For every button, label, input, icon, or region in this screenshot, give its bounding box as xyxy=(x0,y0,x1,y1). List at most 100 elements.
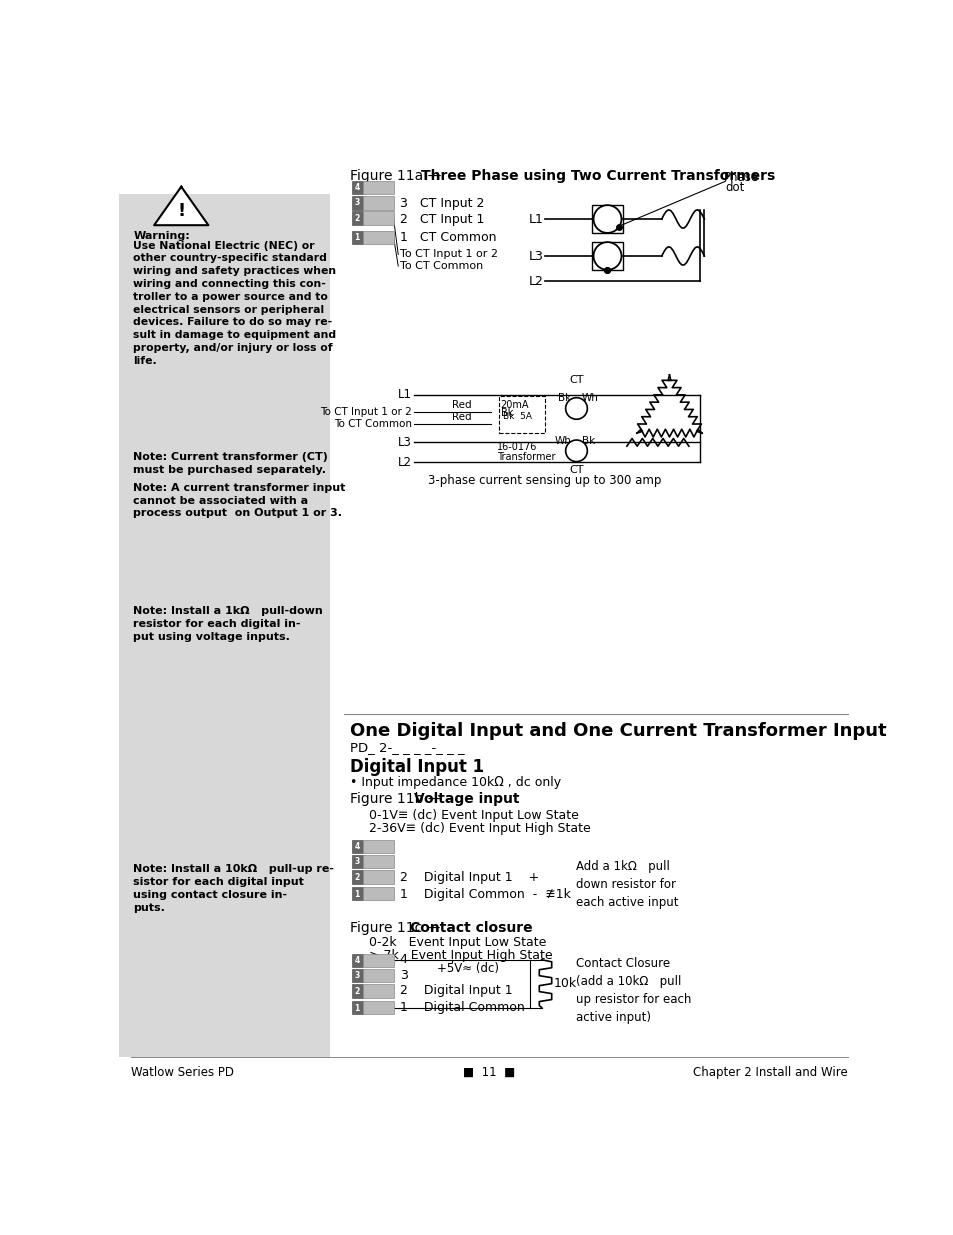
Bar xyxy=(352,871,362,883)
Text: Digital Input 1: Digital Input 1 xyxy=(350,758,484,776)
Bar xyxy=(352,855,362,868)
Text: 1   CT Common: 1 CT Common xyxy=(399,231,496,245)
Text: Bk: Bk xyxy=(581,436,595,446)
Text: 1    Digital Common: 1 Digital Common xyxy=(399,1002,524,1014)
Text: To CT Common: To CT Common xyxy=(399,261,482,270)
Text: ■  11  ■: ■ 11 ■ xyxy=(462,1066,515,1078)
Text: To CT Input 1 or 2: To CT Input 1 or 2 xyxy=(399,249,497,259)
Text: Note: Current transformer (CT)
must be purchased separately.: Note: Current transformer (CT) must be p… xyxy=(133,452,328,474)
Text: Figure 11c —: Figure 11c — xyxy=(350,920,444,935)
Text: L3: L3 xyxy=(529,249,543,263)
Text: 4: 4 xyxy=(355,956,359,965)
Bar xyxy=(352,180,362,194)
Text: One Digital Input and One Current Transformer Input: One Digital Input and One Current Transf… xyxy=(350,721,886,740)
Text: 3: 3 xyxy=(399,968,407,982)
Text: 2   CT Input 1: 2 CT Input 1 xyxy=(399,212,484,226)
Text: Wh: Wh xyxy=(581,394,598,404)
Text: Voltage input: Voltage input xyxy=(414,792,518,806)
Text: dot: dot xyxy=(724,180,744,194)
Circle shape xyxy=(565,398,587,419)
Text: 2: 2 xyxy=(355,873,359,882)
Text: 4: 4 xyxy=(355,183,359,191)
Text: • Input impedance 10kΩ , dc only: • Input impedance 10kΩ , dc only xyxy=(350,776,560,789)
Text: CT: CT xyxy=(569,375,583,385)
Bar xyxy=(362,888,394,900)
Text: Red: Red xyxy=(452,400,472,410)
Text: L2: L2 xyxy=(529,275,543,288)
Text: L1: L1 xyxy=(397,388,412,401)
Bar xyxy=(352,984,362,998)
Text: To CT Common: To CT Common xyxy=(334,419,412,429)
Bar xyxy=(362,180,394,194)
Text: Note: A current transformer input
cannot be associated with a
process output  on: Note: A current transformer input cannot… xyxy=(133,483,345,517)
Text: Transformer: Transformer xyxy=(497,452,556,462)
Circle shape xyxy=(565,440,587,462)
Text: 3: 3 xyxy=(355,972,359,981)
Bar xyxy=(498,396,545,433)
Text: Three Phase using Two Current Transformers: Three Phase using Two Current Transforme… xyxy=(421,169,775,183)
Text: 3: 3 xyxy=(355,199,359,207)
Text: Add a 1kΩ   pull
down resistor for
each active input: Add a 1kΩ pull down resistor for each ac… xyxy=(576,861,679,909)
Bar xyxy=(362,953,394,967)
Bar xyxy=(362,855,394,868)
Text: !: ! xyxy=(177,203,185,220)
Text: 3: 3 xyxy=(355,857,359,867)
Bar xyxy=(362,196,394,210)
Bar xyxy=(362,984,394,998)
Text: 2-36V≡ (dc) Event Input High State: 2-36V≡ (dc) Event Input High State xyxy=(369,823,590,835)
Text: 20mA: 20mA xyxy=(500,400,529,410)
Text: 0-2k   Event Input Low State: 0-2k Event Input Low State xyxy=(369,936,546,948)
Text: Watlow Series PD: Watlow Series PD xyxy=(131,1066,233,1078)
Text: Bk: Bk xyxy=(500,408,513,419)
Text: 2: 2 xyxy=(355,987,359,995)
Text: Bk: Bk xyxy=(558,394,571,404)
Text: Chapter 2 Install and Wire: Chapter 2 Install and Wire xyxy=(692,1066,847,1078)
Circle shape xyxy=(593,242,620,270)
Bar xyxy=(362,1002,394,1014)
Text: Phase: Phase xyxy=(723,172,758,184)
Text: 1: 1 xyxy=(355,890,359,899)
Bar xyxy=(352,196,362,210)
Text: Figure 11b —: Figure 11b — xyxy=(350,792,446,806)
Circle shape xyxy=(593,205,620,233)
Text: Use National Electric (NEC) or
other country-specific standard
wiring and safety: Use National Electric (NEC) or other cou… xyxy=(133,241,336,366)
Bar xyxy=(592,205,622,233)
Text: 1: 1 xyxy=(355,1004,359,1013)
Text: 2    Digital Input 1    +: 2 Digital Input 1 + xyxy=(399,871,538,884)
Bar xyxy=(592,242,622,270)
Bar xyxy=(352,231,362,245)
Text: Bk  5A: Bk 5A xyxy=(502,411,532,421)
Bar xyxy=(352,840,362,852)
Bar xyxy=(362,871,394,883)
Text: PD_ 2-_ _ _ _-_ _ _: PD_ 2-_ _ _ _-_ _ _ xyxy=(350,741,464,755)
Bar xyxy=(362,840,394,852)
Bar xyxy=(352,888,362,900)
Text: Wh: Wh xyxy=(554,436,571,446)
Text: CT: CT xyxy=(569,464,583,474)
Text: > 7k   Event Input High State: > 7k Event Input High State xyxy=(369,948,552,962)
Polygon shape xyxy=(154,186,208,225)
Text: 10k: 10k xyxy=(554,977,577,990)
Bar xyxy=(362,211,394,225)
Bar xyxy=(362,231,394,245)
Text: +5V≈ (dc): +5V≈ (dc) xyxy=(436,962,498,976)
Text: Note: Install a 1kΩ   pull-down
resistor for each digital in-
put using voltage : Note: Install a 1kΩ pull-down resistor f… xyxy=(133,606,323,642)
Text: 2: 2 xyxy=(355,214,359,222)
Text: Contact closure: Contact closure xyxy=(410,920,532,935)
Text: Figure 11a —: Figure 11a — xyxy=(350,169,445,183)
Bar xyxy=(352,1002,362,1014)
Text: 2    Digital Input 1: 2 Digital Input 1 xyxy=(399,984,512,997)
Text: 0-1V≡ (dc) Event Input Low State: 0-1V≡ (dc) Event Input Low State xyxy=(369,809,578,821)
Text: 16-0176: 16-0176 xyxy=(497,442,537,452)
Bar xyxy=(362,969,394,982)
Text: Contact Closure
(add a 10kΩ   pull
up resistor for each
active input): Contact Closure (add a 10kΩ pull up resi… xyxy=(576,957,691,1024)
Text: Warning:: Warning: xyxy=(133,231,190,241)
Text: L2: L2 xyxy=(397,456,412,469)
Text: 4: 4 xyxy=(399,953,407,966)
Bar xyxy=(352,953,362,967)
Text: 1    Digital Common  -  ≇1k: 1 Digital Common - ≇1k xyxy=(399,888,570,900)
Text: L3: L3 xyxy=(398,436,412,448)
Text: Note: Install a 10kΩ   pull-up re-
sistor for each digital input
using contact c: Note: Install a 10kΩ pull-up re- sistor … xyxy=(133,864,334,913)
Text: 1: 1 xyxy=(355,233,359,242)
Text: 4: 4 xyxy=(355,842,359,851)
